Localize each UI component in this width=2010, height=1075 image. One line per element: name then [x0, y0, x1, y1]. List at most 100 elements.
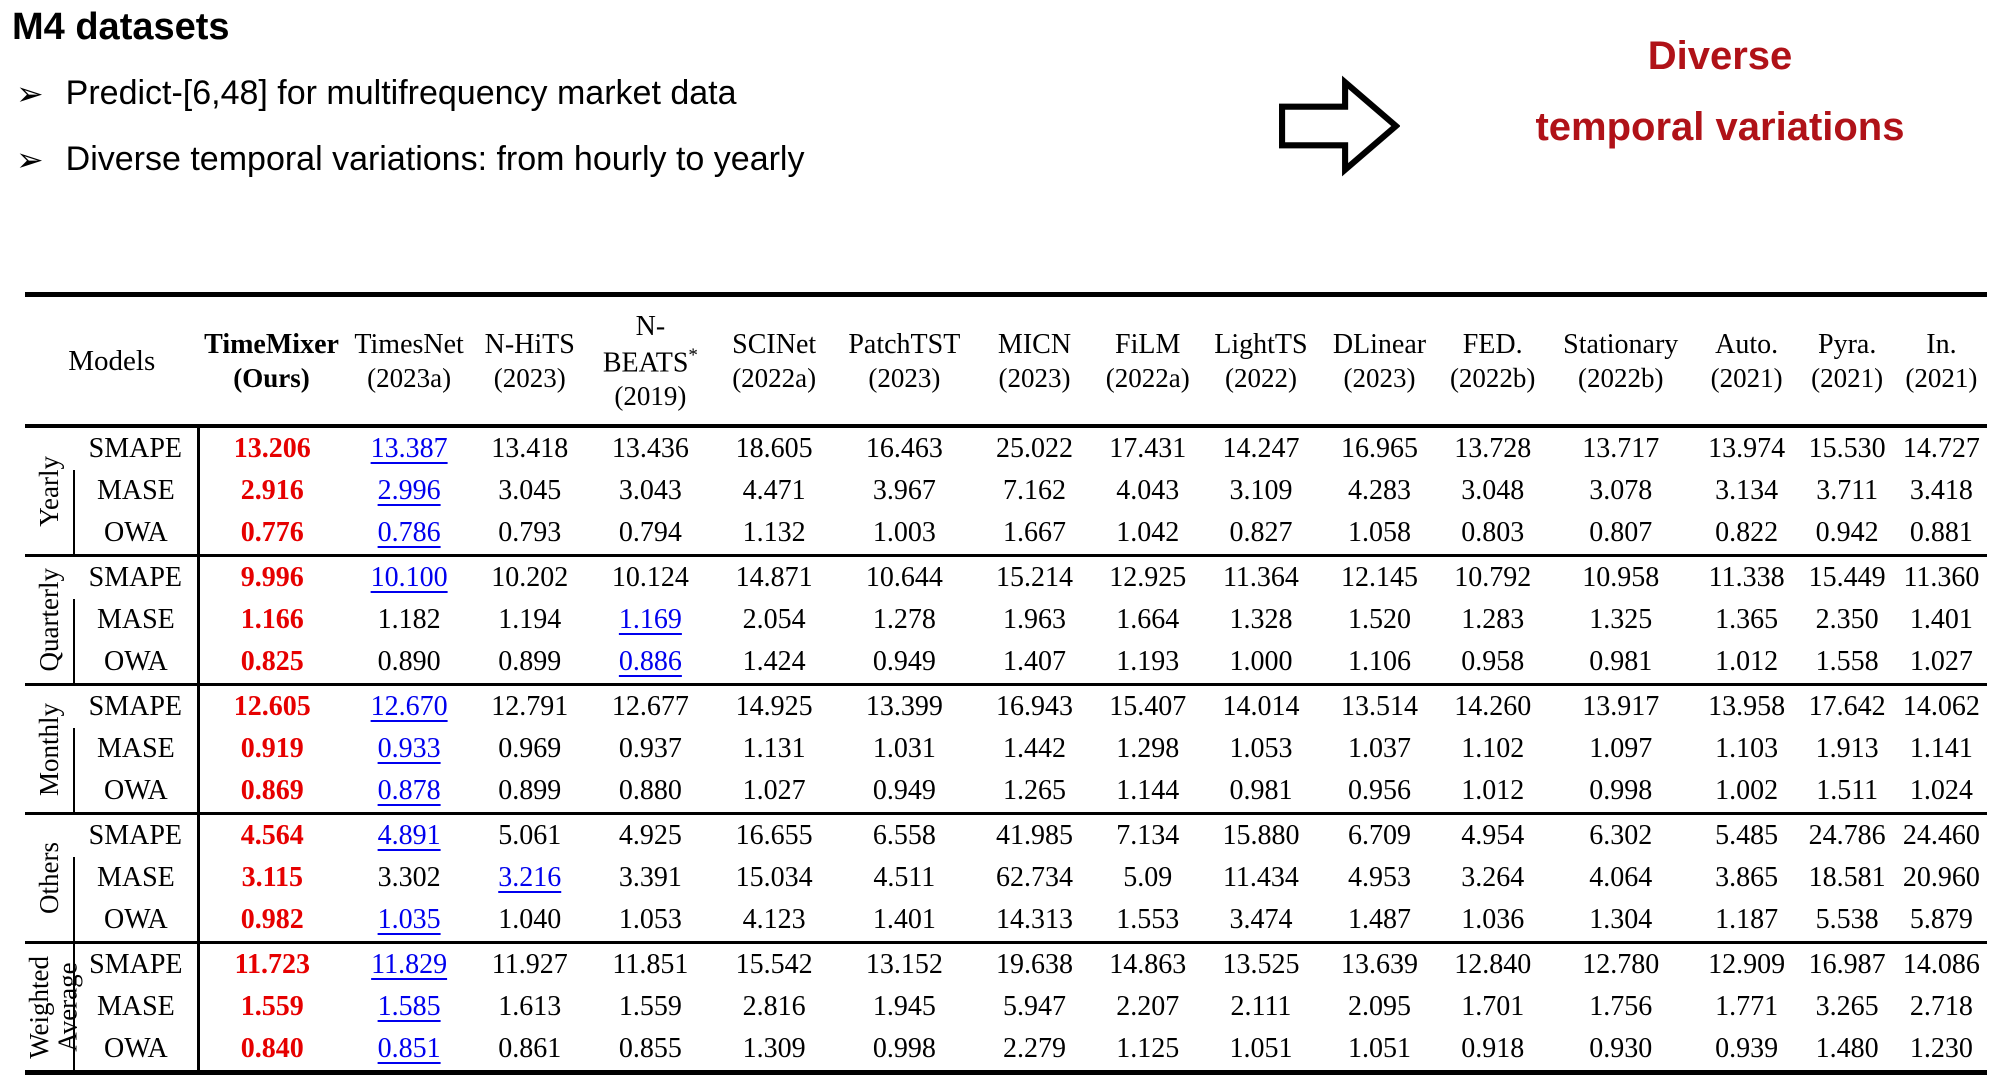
value-cell: 15.449	[1808, 562, 1886, 594]
model-name: LightTS	[1214, 329, 1308, 361]
m4-results-table: Models TimeMixer (Ours) TimesNet (2023a) N-Hi…	[24, 292, 1987, 1075]
value-cell: 10.124	[611, 562, 689, 594]
model-year: (2023)	[998, 363, 1071, 394]
value-cell: 12.791	[491, 691, 569, 723]
value-cell: 0.998	[1589, 775, 1653, 807]
metric-label-mase: MASE	[72, 986, 201, 1029]
value-cell: 14.247	[1222, 433, 1300, 465]
value-cell: 3.967	[872, 475, 936, 507]
value-cell: 1.102	[1461, 733, 1525, 765]
value-cell: 4.043	[1116, 475, 1180, 507]
value-cell: 1.511	[1816, 775, 1879, 807]
value-cell: 1.298	[1116, 733, 1180, 765]
group-weighted-average: Weighted Average SMAPE 11.723 11.829 11.927 1…	[24, 942, 1987, 1073]
value-cell: 1.480	[1815, 1033, 1879, 1065]
value-cell: 0.822	[1715, 517, 1779, 549]
table-row: Quarterly SMAPE 9.996 10.100 10.202 10.124 14.…	[25, 555, 1987, 672]
value-cell: 13.514	[1340, 691, 1418, 723]
value-cell: 0.930	[1589, 1033, 1653, 1065]
value-cell: 10.958	[1582, 562, 1660, 594]
value-cell: 15.530	[1808, 433, 1886, 465]
value-cell: 2.350	[1815, 604, 1879, 636]
value-cell: 0.881	[1909, 517, 1973, 549]
value-cell: 1.187	[1715, 904, 1779, 936]
column-header-fed: FED. (2022b)	[1439, 295, 1547, 427]
value-cell: 13.728	[1454, 433, 1532, 465]
metric-label-mase: MASE	[72, 470, 201, 513]
column-header-scinet: SCINet (2022a)	[715, 295, 834, 427]
value-cell: 0.982	[240, 904, 304, 936]
value-cell: 11.364	[1222, 562, 1299, 594]
bullet-item-1: ➢ Predict-[6,48] for multifrequency mark…	[16, 74, 737, 114]
model-year: (2021)	[1905, 363, 1978, 394]
results-table-container: Models TimeMixer (Ours) TimesNet (2023a) N-Hi…	[24, 292, 1987, 1075]
value-cell: 2.718	[1909, 991, 1973, 1023]
value-cell: 0.851	[377, 1033, 441, 1065]
value-cell: 15.407	[1109, 691, 1187, 723]
value-cell: 0.899	[498, 775, 562, 807]
value-cell: 10.202	[491, 562, 569, 594]
value-cell: 1.027	[1909, 646, 1973, 678]
table-row: MASE 2.916 2.996 3.045 3.043 4.471 3.967 7.162 4…	[25, 470, 1987, 513]
rotated-group-label: Quarterly	[33, 568, 64, 672]
value-cell: 0.793	[498, 517, 562, 549]
value-cell: 4.925	[618, 820, 682, 852]
value-cell: 1.424	[742, 646, 806, 678]
value-cell: 2.916	[240, 475, 304, 507]
value-cell: 1.024	[1909, 775, 1973, 807]
bullet-item-2: ➢ Diverse temporal variations: from hour…	[16, 140, 804, 180]
value-cell: 3.865	[1715, 862, 1779, 894]
value-cell: 25.022	[995, 433, 1073, 465]
value-cell: 2.996	[377, 475, 441, 507]
value-cell: 11.338	[1708, 562, 1785, 594]
rotated-group-label: Weighted Average	[24, 955, 83, 1059]
value-cell: 11.434	[1222, 862, 1299, 894]
value-cell: 7.134	[1116, 820, 1180, 852]
model-year: (2023)	[493, 363, 566, 394]
value-cell: 13.418	[491, 433, 569, 465]
value-cell: 3.474	[1229, 904, 1293, 936]
table-row: Weighted Average SMAPE 11.723 11.829 11.927 1…	[24, 942, 1987, 1058]
model-year: (2022b)	[1577, 363, 1664, 394]
rotated-group-label: Monthly	[33, 702, 64, 796]
value-cell: 15.542	[735, 949, 813, 981]
value-cell: 13.399	[865, 691, 943, 723]
value-cell: 1.169	[618, 604, 682, 636]
value-cell: 1.002	[1715, 775, 1779, 807]
table-row: Yearly SMAPE 13.206 13.387 13.418 13.436 18.60…	[25, 426, 1987, 526]
column-header-in: In. (2021)	[1896, 295, 1987, 427]
value-cell: 13.639	[1340, 949, 1418, 981]
value-cell: 1.365	[1715, 604, 1779, 636]
value-cell: 0.939	[1715, 1033, 1779, 1065]
value-cell: 16.463	[865, 433, 943, 465]
model-name: SCINet	[732, 329, 817, 361]
table-row: OWA 0.776 0.786 0.793 0.794 1.132 1.003 1.667 1.…	[25, 512, 1987, 556]
model-name: TimeMixer	[204, 329, 339, 361]
value-cell: 14.086	[1902, 949, 1980, 981]
metric-label-smape: SMAPE	[73, 426, 201, 471]
value-cell: 3.302	[377, 862, 441, 894]
value-cell: 0.969	[498, 733, 562, 765]
value-cell: 2.095	[1347, 991, 1411, 1023]
value-cell: 1.141	[1909, 733, 1973, 765]
value-cell: 3.711	[1816, 475, 1879, 507]
asterisk-mark: *	[688, 345, 698, 366]
group-quarterly: Quarterly SMAPE 9.996 10.100 10.202 10.124 14.…	[25, 555, 1987, 685]
value-cell: 1.053	[1229, 733, 1293, 765]
value-cell: 0.786	[377, 517, 441, 549]
value-cell: 24.460	[1902, 820, 1980, 852]
group-label-others: Others	[25, 814, 74, 943]
model-name: FED.	[1462, 329, 1523, 361]
value-cell: 0.807	[1589, 517, 1653, 549]
value-cell: 1.097	[1589, 733, 1653, 765]
value-cell: 1.000	[1229, 646, 1293, 678]
value-cell: 4.471	[742, 475, 806, 507]
right-block-arrow-icon	[1278, 74, 1401, 178]
value-cell: 5.538	[1815, 904, 1879, 936]
value-cell: 4.283	[1347, 475, 1411, 507]
value-cell: 1.027	[742, 775, 806, 807]
table-row: Others SMAPE 4.564 4.891 5.061 4.925 16.655 6.5…	[25, 813, 1987, 914]
value-cell: 0.886	[618, 646, 682, 678]
value-cell: 6.558	[872, 820, 936, 852]
group-yearly: Yearly SMAPE 13.206 13.387 13.418 13.436 18.60…	[25, 426, 1987, 556]
